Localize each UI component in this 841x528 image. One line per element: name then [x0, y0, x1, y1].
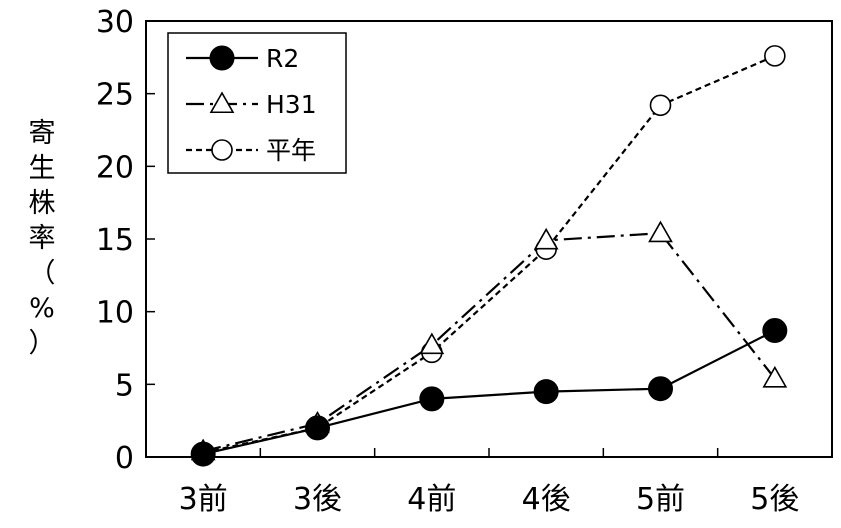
data-point: [419, 332, 445, 355]
legend-marker: [209, 45, 235, 71]
x-tick-label: 3後: [293, 482, 342, 517]
y-tick-label: 30: [96, 5, 134, 40]
data-point: [762, 318, 788, 344]
y-axis-label-char: ）: [29, 328, 56, 359]
series-line: [202, 232, 776, 453]
x-tick-label: 3前: [179, 482, 228, 517]
x-tick-label: 5前: [636, 482, 685, 517]
data-point: [648, 220, 673, 243]
y-axis-label-char: 率: [29, 223, 56, 254]
x-tick-label: 5後: [750, 482, 799, 517]
legend-marker: [209, 91, 235, 114]
y-axis-label-char: （: [29, 258, 56, 289]
data-point: [533, 227, 559, 250]
series-line: [202, 329, 776, 456]
data-point: [190, 441, 216, 467]
y-tick-label: 20: [96, 150, 134, 185]
legend-label: H31: [266, 90, 317, 119]
x-axis: 3前 3後 4前 4後 5前 5後: [145, 448, 833, 517]
data-point: [762, 365, 788, 388]
y-tick-label: 10: [96, 296, 134, 331]
y-axis-label-char: 株: [29, 188, 56, 219]
y-tick-label: 5: [115, 368, 134, 403]
y-tick-label: 25: [96, 78, 134, 113]
data-point: [649, 94, 672, 117]
y-axis-label-char: 寄: [29, 118, 56, 149]
legend-marker: [211, 139, 233, 161]
data-point: [533, 379, 559, 405]
legend-label: 平年: [266, 136, 316, 165]
data-point: [305, 415, 330, 441]
legend: R2 H31 平年: [167, 32, 347, 174]
y-tick-label: 0: [115, 441, 134, 476]
y-tick-label: 15: [96, 223, 134, 258]
series-line: [202, 54, 776, 454]
data-point: [648, 376, 673, 402]
y-axis: 0 5 10 15 20 25 30: [96, 5, 155, 476]
series-layer: [190, 45, 788, 467]
y-axis-label-char: 生: [29, 153, 56, 184]
data-point: [419, 386, 445, 412]
x-tick-label: 4後: [522, 482, 571, 517]
y-axis-label-char: %: [29, 293, 55, 324]
series-R2: [190, 318, 788, 467]
x-tick-label: 4前: [407, 482, 456, 517]
legend-label: R2: [266, 44, 299, 73]
data-point: [764, 45, 786, 67]
